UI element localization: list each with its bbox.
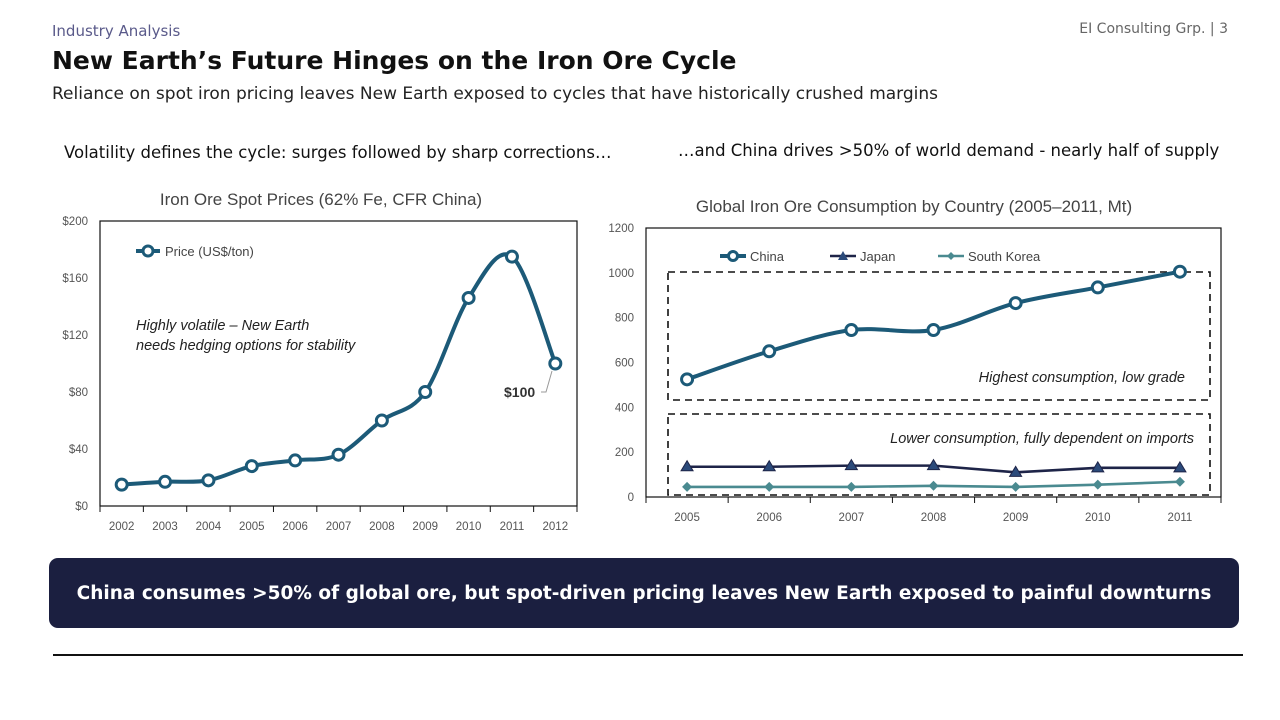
data-label-leader [541,370,553,393]
legend-marker [727,250,739,262]
japan-point [680,459,694,472]
korea-point [1092,479,1103,490]
y-tick-label: 1000 [608,268,634,280]
x-tick-label: 2010 [1085,512,1111,524]
price-point [374,413,389,428]
korea-point [846,481,857,492]
page-subtitle: Reliance on spot iron pricing leaves New… [52,84,939,104]
consumption-chart: Global Iron Ore Consumption by Country (… [608,197,1222,524]
highlight-box-china [667,271,1211,401]
x-tick-label: 2008 [369,521,395,533]
price-point [331,447,346,462]
plot-frame [645,227,1222,498]
x-tick-label: 2004 [196,521,222,533]
chart-title: Iron Ore Spot Prices (62% Fe, CFR China) [160,190,482,209]
y-tick-label: 800 [615,313,634,325]
x-tick-label: 2006 [282,521,308,533]
y-tick-label: $40 [69,444,88,456]
charts: Iron Ore Spot Prices (62% Fe, CFR China)… [62,190,1222,533]
china-point [844,322,859,337]
x-tick-label: 2003 [152,521,178,533]
korea-point [764,481,775,492]
china-point [762,344,777,359]
y-tick-label: 200 [615,447,634,459]
price-point [504,249,519,264]
price-point [288,453,303,468]
y-tick-label: 600 [615,358,634,370]
x-tick-label: 2005 [674,512,700,524]
page-title: New Earth’s Future Hinges on the Iron Or… [52,46,737,75]
x-tick-label: 2007 [326,521,352,533]
japan-point [1008,465,1023,477]
price-point [418,385,433,399]
legend-label: China [750,249,785,264]
japan-point [762,459,777,472]
korea-point [1010,481,1021,492]
legend-label: Price (US$/ton) [165,244,254,259]
china-point [1172,264,1187,279]
x-tick-label: 2011 [1168,512,1193,524]
legend-label: South Korea [968,249,1041,264]
footer-divider [53,654,1243,656]
price-point [461,290,476,305]
x-tick-label: 2002 [109,521,135,533]
annotation: needs hedging options for stability [136,338,356,354]
right-heading: …and China drives >50% of world demand -… [678,141,1220,160]
x-tick-label: 2011 [500,521,525,533]
legend-marker [838,251,848,260]
x-tick-label: 2009 [412,521,438,533]
section-label: Industry Analysis [52,22,181,40]
x-tick-label: 2006 [756,512,782,524]
x-tick-label: 2009 [1003,512,1029,524]
y-tick-label: $200 [62,216,88,228]
plot-frame [99,220,578,507]
y-tick-label: $80 [69,387,88,399]
left-heading: Volatility defines the cycle: surges fol… [64,143,612,162]
china-point [1090,280,1105,295]
annotation: Highly volatile – New Earth [136,318,309,334]
x-tick-label: 2008 [921,512,947,524]
korea-point [682,481,693,492]
price-point [114,477,129,492]
japan-point [926,458,941,471]
price-chart: Iron Ore Spot Prices (62% Fe, CFR China)… [62,190,578,533]
price-point [158,474,173,489]
highlight-box-others [667,413,1211,496]
legend-label: Japan [860,249,895,264]
legend-marker [141,244,155,258]
y-tick-label: 400 [615,402,634,414]
firm-page-label: EI Consulting Grp. | 3 [1079,21,1228,37]
china-point [680,372,695,387]
japan-point [844,458,859,471]
china-point [1008,296,1023,311]
x-tick-label: 2005 [239,521,265,533]
legend-marker [947,252,955,260]
korea-point [928,480,939,491]
y-tick-label: $160 [62,273,88,285]
y-tick-label: 0 [628,492,634,504]
price-point [548,356,563,371]
annotation: Lower consumption, fully dependent on im… [890,431,1194,447]
x-tick-label: 2007 [839,512,865,524]
x-tick-label: 2012 [543,521,569,533]
korea-point [1174,476,1185,487]
japan-point [1090,460,1105,473]
y-tick-label: $120 [62,330,88,342]
y-tick-label: $0 [75,501,88,513]
annotation: Highest consumption, low grade [979,370,1185,386]
data-label: $100 [504,384,535,400]
price-point [201,473,216,488]
x-tick-label: 2010 [456,521,482,533]
china-point [926,322,941,337]
chart-title: Global Iron Ore Consumption by Country (… [696,197,1132,216]
japan-point [1173,460,1187,473]
price-point [244,459,259,474]
key-takeaway-banner: China consumes >50% of global ore, but s… [49,558,1239,628]
y-tick-label: 1200 [608,223,634,235]
